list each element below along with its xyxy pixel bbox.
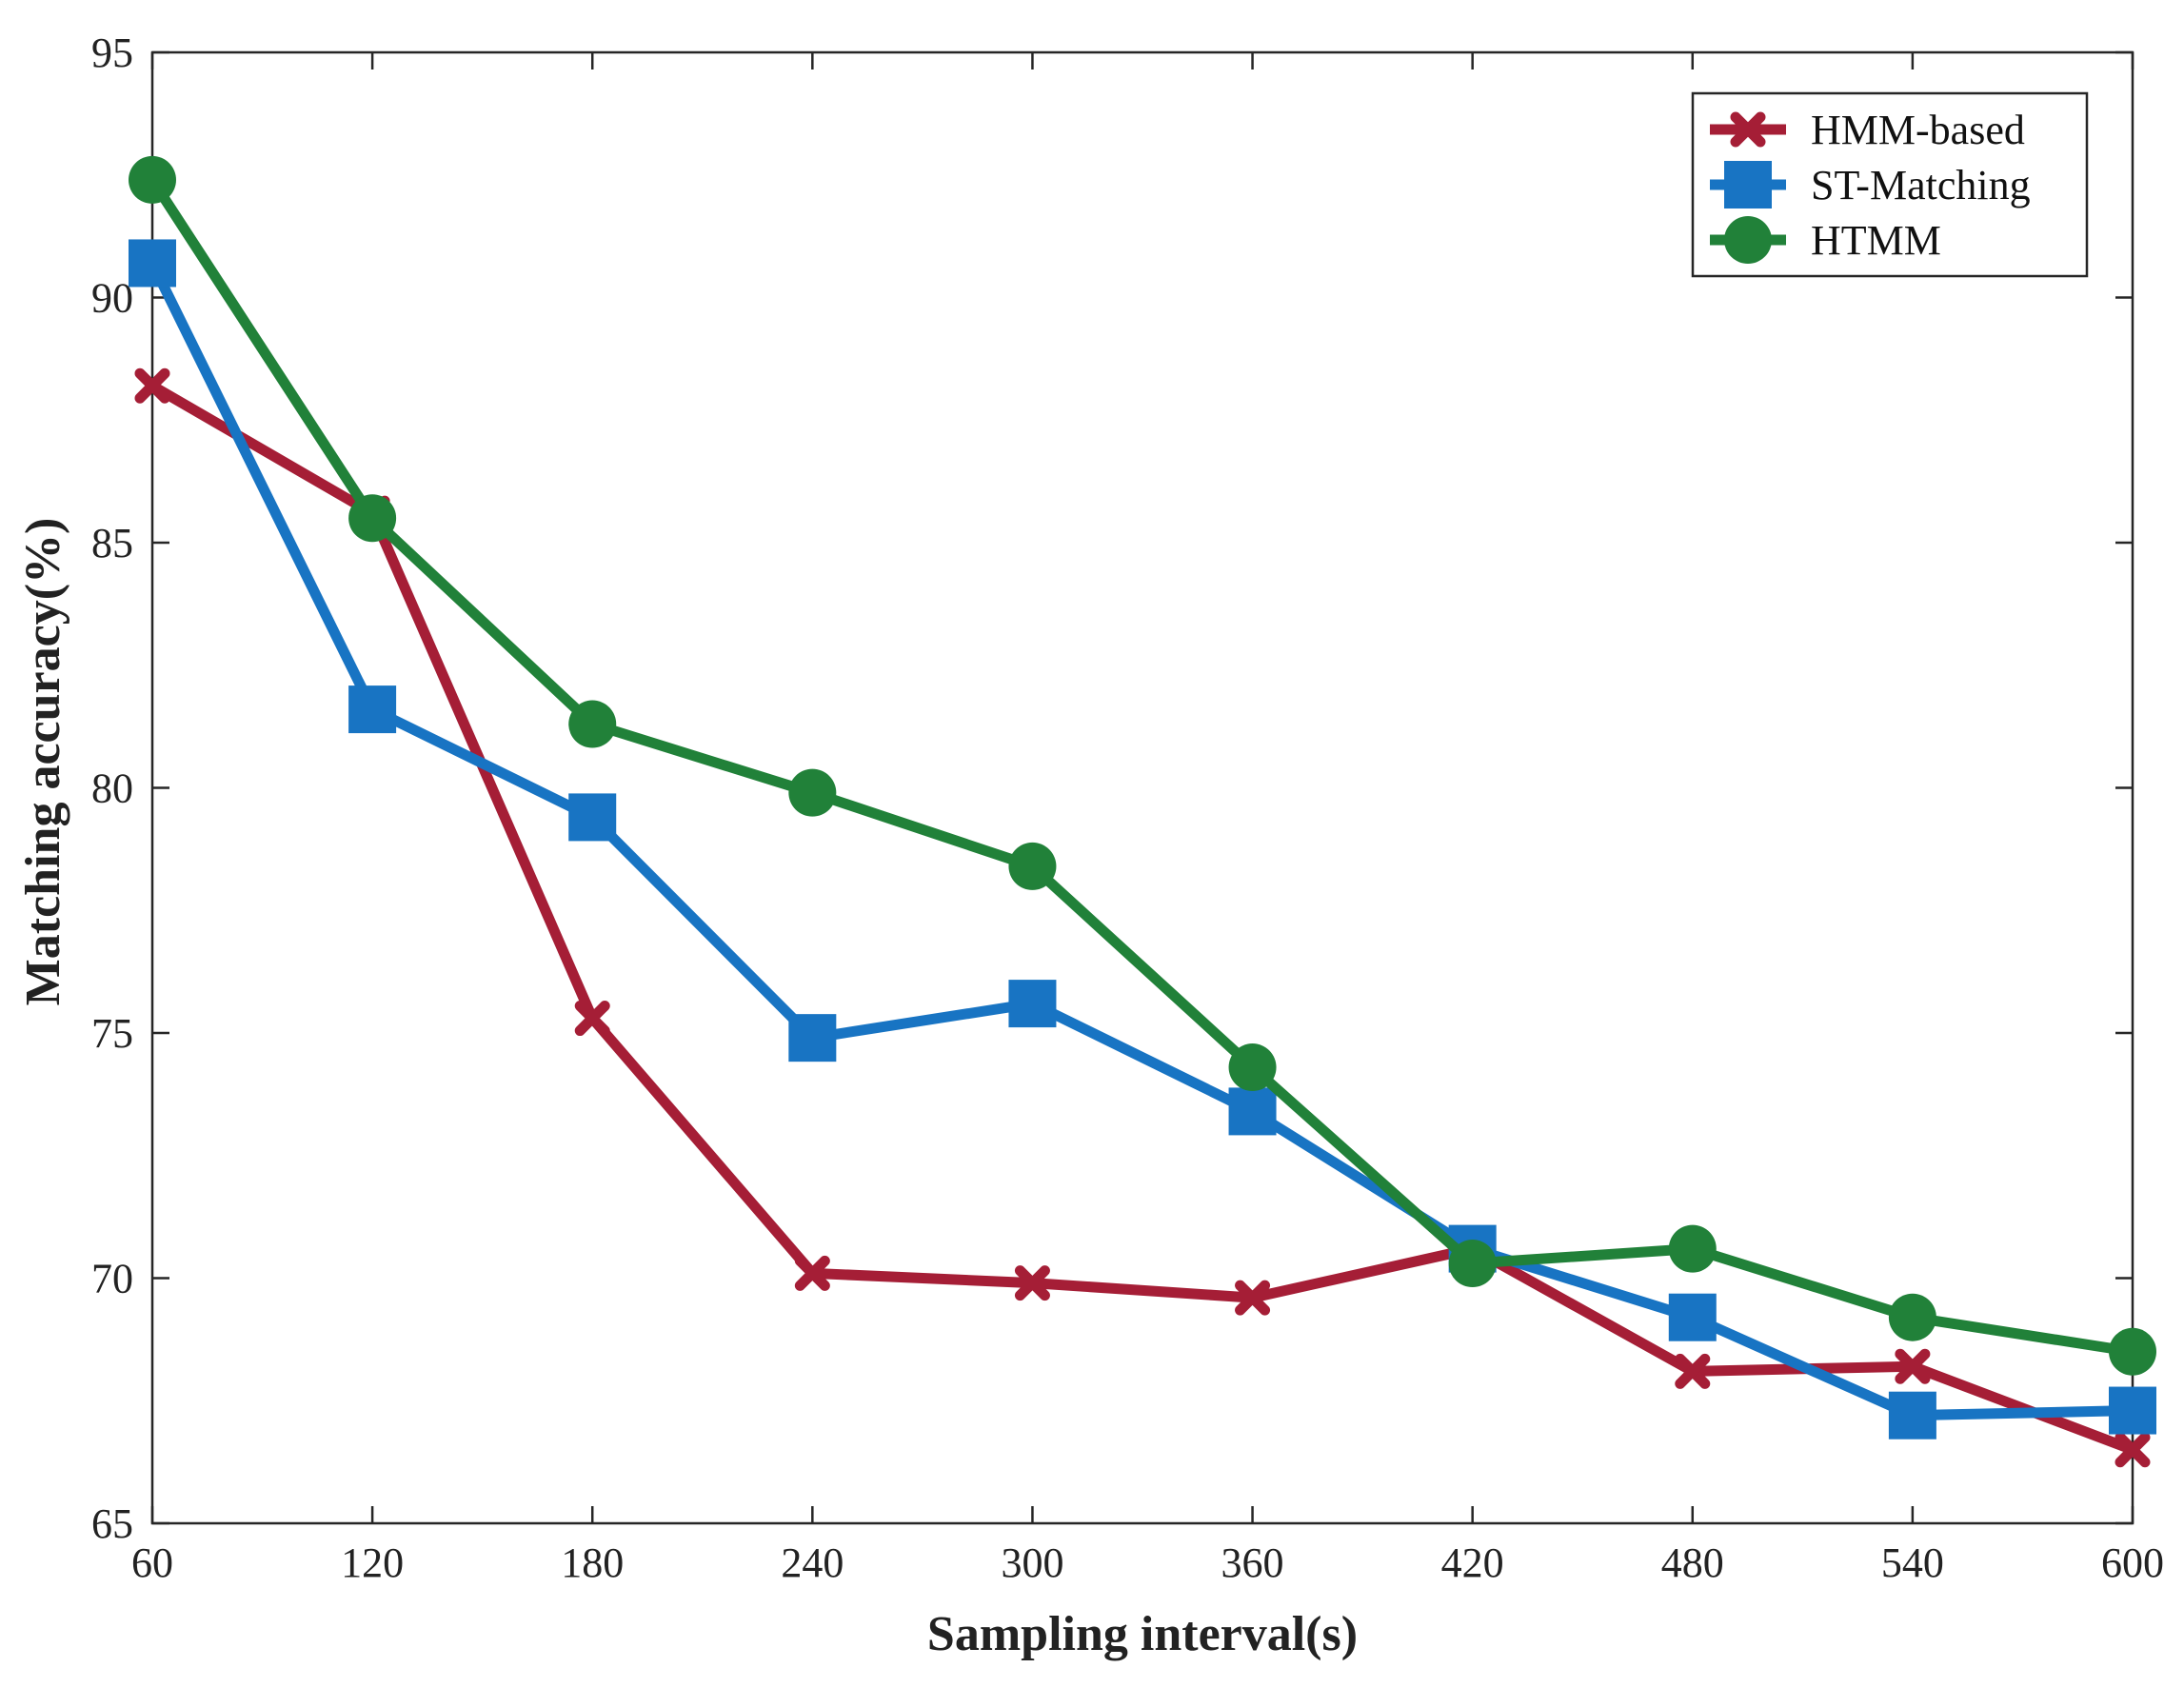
- data-point-st-matching: [348, 685, 397, 734]
- x-tick-label: 60: [131, 1539, 173, 1586]
- data-point-hmm-based: [134, 367, 170, 404]
- x-axis-label: Sampling interval(s): [927, 1607, 1358, 1661]
- data-point-htmm: [1668, 1224, 1717, 1273]
- legend-item-hmm-based: HMM-based: [1710, 107, 2025, 153]
- series-st-matching: [129, 239, 2156, 1440]
- y-tick-label: 65: [91, 1500, 133, 1547]
- data-point-htmm: [1448, 1240, 1497, 1288]
- legend-item-htmm: HTMM: [1710, 216, 1941, 264]
- y-tick-label: 70: [91, 1256, 133, 1302]
- series-line-st-matching: [147, 257, 2138, 1421]
- x-tick-label: 480: [1661, 1539, 1724, 1586]
- y-axis-label: Matching accuracy(%): [16, 518, 70, 1006]
- axes: 60 120 180 240 300 360 420 480 540 600 65 70 75 80 85 9…: [91, 30, 2164, 1586]
- legend-marker: [1730, 111, 1766, 148]
- x-tick-label: 300: [1001, 1539, 1063, 1586]
- data-point-htmm: [568, 700, 617, 748]
- series-layer: [129, 155, 2156, 1468]
- data-point-st-matching: [1888, 1391, 1936, 1440]
- data-point-htmm: [788, 768, 837, 817]
- data-point-st-matching: [1008, 980, 1057, 1028]
- x-tick-label: 120: [341, 1539, 404, 1586]
- legend: HMM-based ST-Matching HTMM: [1691, 91, 2089, 278]
- data-point-st-matching: [1228, 1087, 1277, 1136]
- data-point-st-matching: [1668, 1293, 1717, 1341]
- data-point-hmm-based: [1675, 1353, 1711, 1389]
- data-point-st-matching: [2109, 1386, 2156, 1435]
- series-line-htmm: [147, 174, 2138, 1358]
- data-point-htmm: [1008, 842, 1057, 890]
- data-point-hmm-based: [1895, 1348, 1931, 1384]
- data-point-htmm: [1228, 1043, 1277, 1092]
- data-point-hmm-based: [574, 1001, 610, 1037]
- data-point-hmm-based: [2115, 1432, 2151, 1468]
- legend-label: HMM-based: [1811, 107, 2025, 153]
- data-point-hmm-based: [1235, 1280, 1271, 1316]
- data-point-st-matching: [568, 793, 617, 842]
- data-point-st-matching: [788, 1014, 837, 1062]
- x-tick-label: 180: [561, 1539, 624, 1586]
- legend-item-st-matching: ST-Matching: [1710, 161, 2031, 209]
- data-point-hmm-based: [1014, 1265, 1050, 1301]
- y-tick-label: 90: [91, 275, 133, 322]
- data-point-hmm-based: [794, 1255, 830, 1291]
- data-point-htmm: [129, 155, 176, 204]
- data-point-htmm: [2109, 1327, 2156, 1376]
- x-tick-label: 360: [1221, 1539, 1284, 1586]
- y-tick-label: 80: [91, 765, 133, 812]
- y-tick-label: 85: [91, 520, 133, 566]
- y-tick-label: 75: [91, 1010, 133, 1057]
- series-htmm: [129, 155, 2156, 1376]
- data-point-st-matching: [129, 239, 176, 288]
- data-point-htmm: [348, 494, 397, 543]
- data-point-htmm: [1888, 1293, 1936, 1341]
- x-tick-label: 240: [781, 1539, 844, 1586]
- y-tick-label: 95: [91, 30, 133, 76]
- legend-label: ST-Matching: [1811, 162, 2031, 209]
- x-tick-label: 540: [1881, 1539, 1944, 1586]
- x-tick-label: 600: [2101, 1539, 2164, 1586]
- legend-marker: [1724, 216, 1772, 264]
- legend-label: HTMM: [1811, 217, 1941, 264]
- legend-marker: [1724, 161, 1772, 209]
- x-tick-label: 420: [1441, 1539, 1504, 1586]
